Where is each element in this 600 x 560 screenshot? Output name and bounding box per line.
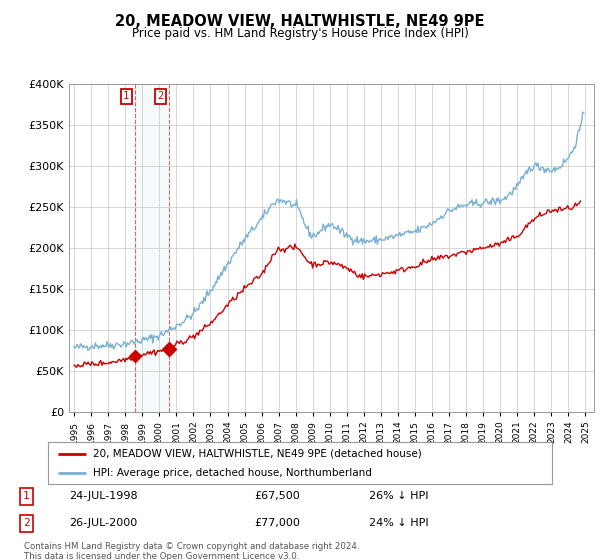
FancyBboxPatch shape [48,442,552,484]
Text: Price paid vs. HM Land Registry's House Price Index (HPI): Price paid vs. HM Land Registry's House … [131,27,469,40]
Text: 20, MEADOW VIEW, HALTWHISTLE, NE49 9PE (detached house): 20, MEADOW VIEW, HALTWHISTLE, NE49 9PE (… [94,449,422,459]
Text: 1: 1 [23,491,30,501]
Text: £67,500: £67,500 [254,491,299,501]
Text: 20, MEADOW VIEW, HALTWHISTLE, NE49 9PE: 20, MEADOW VIEW, HALTWHISTLE, NE49 9PE [115,14,485,29]
Text: 26% ↓ HPI: 26% ↓ HPI [369,491,428,501]
Text: 2: 2 [157,91,163,101]
Text: 1: 1 [123,91,130,101]
Text: Contains HM Land Registry data © Crown copyright and database right 2024.
This d: Contains HM Land Registry data © Crown c… [24,542,359,560]
Text: 26-JUL-2000: 26-JUL-2000 [70,518,138,528]
Text: 24-JUL-1998: 24-JUL-1998 [70,491,138,501]
Bar [135,84,169,412]
Text: HPI: Average price, detached house, Northumberland: HPI: Average price, detached house, Nort… [94,468,372,478]
Text: £77,000: £77,000 [254,518,300,528]
Text: 2: 2 [23,518,30,528]
Text: 24% ↓ HPI: 24% ↓ HPI [369,518,429,528]
